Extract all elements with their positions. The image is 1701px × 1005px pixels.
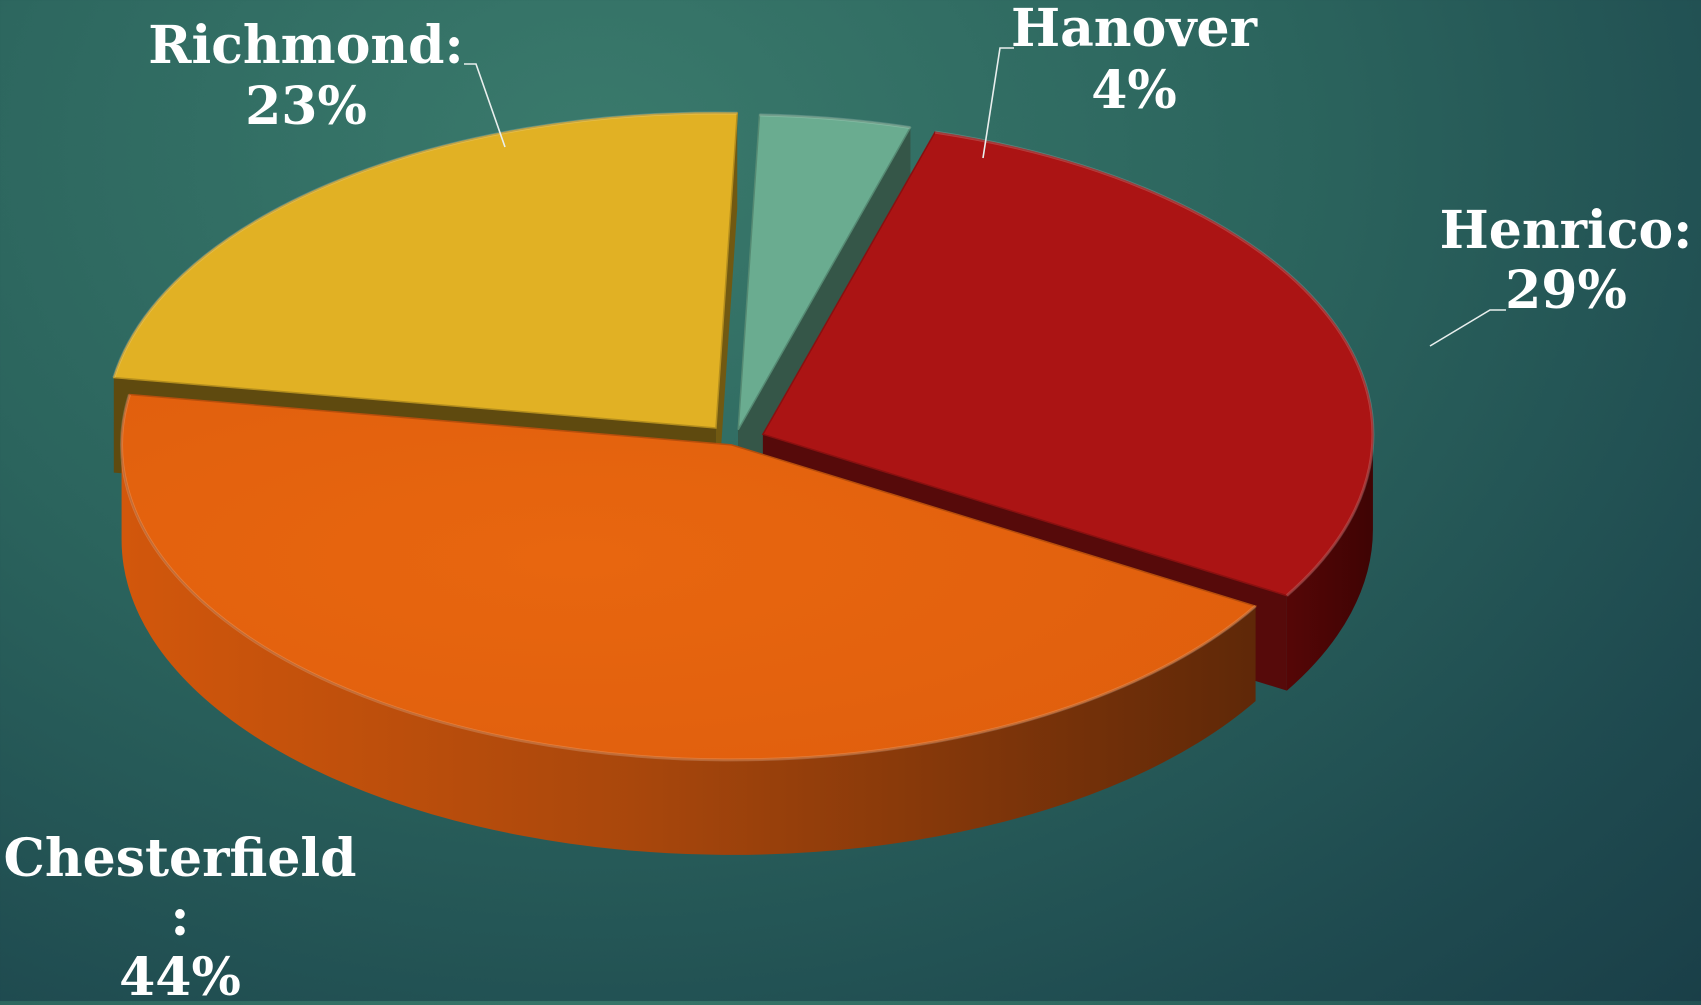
label-henrico: Henrico: 29%: [1429, 200, 1693, 347]
label-hanover-value: 4%: [1091, 60, 1177, 121]
slice-richmond-rim: [112, 111, 738, 379]
label-henrico-name: Henrico:: [1440, 200, 1693, 261]
slice-chesterfield-top: [120, 393, 1258, 761]
leader-hanover: [982, 47, 1014, 159]
label-richmond: Richmond: 23%: [148, 15, 506, 148]
leader-richmond: [464, 63, 506, 148]
label-chesterfield-value: 44%: [119, 947, 241, 1001]
slice-chesterfield-rim: [120, 394, 1257, 762]
label-henrico-value: 29%: [1505, 260, 1627, 321]
slice-richmond-top: [112, 112, 739, 429]
label-hanover: Hanover 4%: [982, 0, 1258, 159]
slice-chesterfield-side: [121, 444, 1256, 855]
label-richmond-value: 23%: [245, 76, 367, 137]
label-hanover-name: Hanover: [1011, 0, 1258, 59]
label-richmond-name: Richmond:: [148, 15, 464, 76]
slice-chesterfield: [120, 393, 1258, 855]
label-chesterfield-colon: :: [170, 887, 189, 948]
leader-henrico: [1429, 309, 1506, 347]
label-chesterfield-name: Chesterfield: [3, 828, 356, 889]
slice-henrico-rim: [934, 130, 1375, 597]
slice-hanover-rim: [759, 113, 911, 130]
slice-hanover-top: [737, 114, 912, 431]
slice-richmond-wall-end: [715, 113, 738, 523]
slice-henrico-side: [1286, 434, 1373, 691]
slice-henrico-top: [761, 131, 1374, 597]
label-chesterfield: Chesterfield : 44%: [3, 828, 356, 1005]
